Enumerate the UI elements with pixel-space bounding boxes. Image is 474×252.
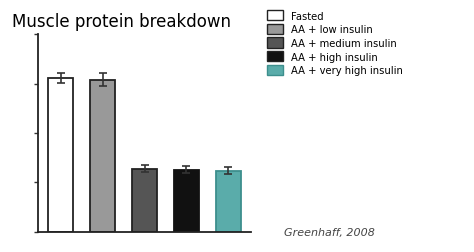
Text: Muscle protein breakdown: Muscle protein breakdown (12, 13, 231, 31)
Bar (216, 171, 241, 232)
Bar (90, 80, 115, 232)
Bar (174, 170, 199, 232)
Bar (132, 169, 157, 232)
Text: Greenhaff, 2008: Greenhaff, 2008 (284, 227, 375, 237)
Legend: Fasted, AA + low insulin, AA + medium insulin, AA + high insulin, AA + very high: Fasted, AA + low insulin, AA + medium in… (266, 10, 403, 77)
Bar (48, 79, 73, 232)
